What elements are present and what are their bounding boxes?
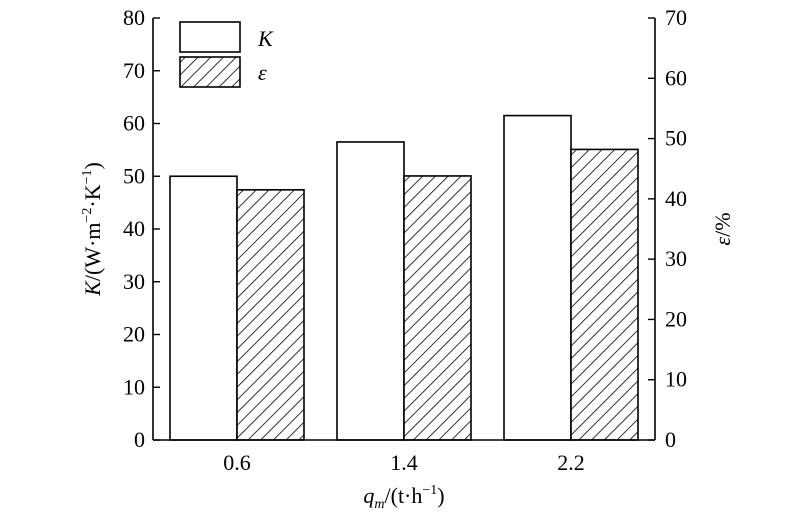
legend-swatch-epsilon (179, 56, 241, 88)
right-tick-label: 50 (665, 126, 687, 151)
left-tick-label: 50 (123, 163, 145, 188)
left-tick-label: 30 (123, 269, 145, 294)
legend: Kε (179, 21, 274, 88)
bar-epsilon-0.6 (236, 189, 305, 441)
right-tick-label: 40 (665, 186, 687, 211)
x-tick-label: 0.6 (223, 450, 251, 475)
right-tick-label: 20 (665, 306, 687, 331)
legend-label-epsilon: ε (258, 60, 267, 85)
x-tick-label: 2.2 (557, 450, 585, 475)
axes: 0 10 20 30 40 50 60 70 80 0 10 20 30 40 50 60 70 0.6 1.4 2.… (80, 5, 735, 512)
right-tick-label: 30 (665, 246, 687, 271)
bar-epsilon-1.4 (403, 175, 472, 441)
right-tick-label: 10 (665, 367, 687, 392)
plot-area (169, 114, 639, 441)
left-tick-label: 70 (123, 58, 145, 83)
legend-swatch-K (179, 21, 241, 53)
left-tick-label: 10 (123, 374, 145, 399)
bar-K-0.6 (169, 175, 238, 441)
x-axis-title: qm/(t·h−1) (363, 483, 444, 512)
legend-label-K: K (257, 26, 274, 51)
right-tick-label: 70 (665, 5, 687, 30)
left-tick-label: 0 (134, 427, 145, 452)
left-tick-label: 20 (123, 322, 145, 347)
bar-epsilon-2.2 (570, 148, 639, 441)
right-tick-label: 60 (665, 65, 687, 90)
left-axis-title: K/(W·m−2·K−1) (80, 162, 105, 297)
left-tick-label: 60 (123, 111, 145, 136)
right-tick-label: 0 (665, 427, 676, 452)
left-tick-label: 80 (123, 5, 145, 30)
right-axis-title: ε/% (710, 212, 735, 245)
x-tick-label: 1.4 (390, 450, 418, 475)
left-tick-label: 40 (123, 216, 145, 241)
bar-K-1.4 (336, 141, 405, 441)
bar-K-2.2 (503, 114, 572, 441)
